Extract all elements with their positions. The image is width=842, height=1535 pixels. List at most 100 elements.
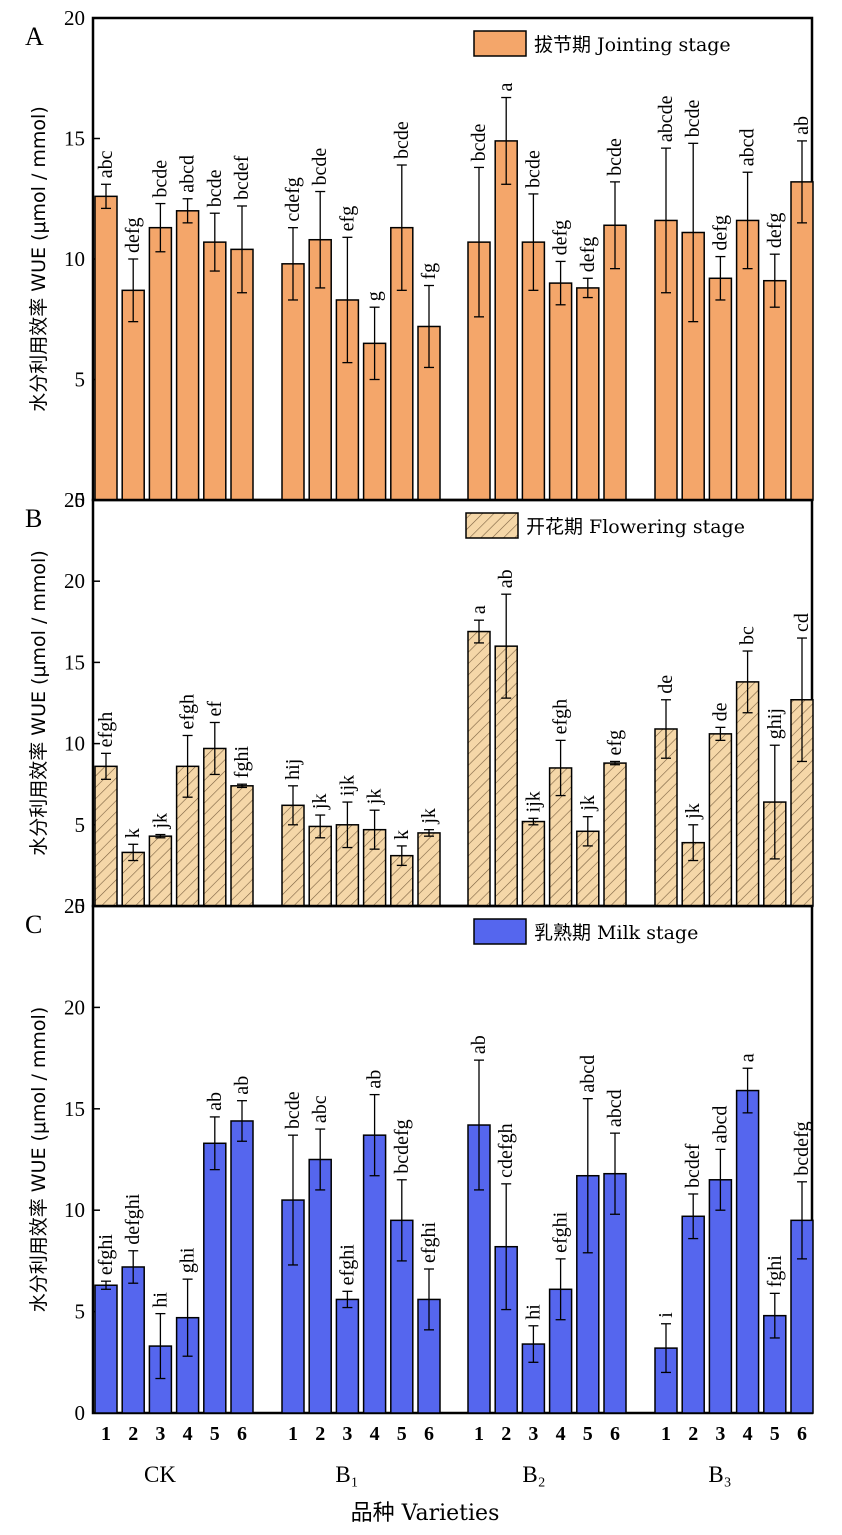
significance-label: ab — [468, 1035, 490, 1054]
legend-label: 乳熟期 Milk stage — [534, 922, 698, 944]
group-label-b2: B₂ — [522, 1462, 545, 1487]
significance-label: abcd — [604, 1089, 626, 1127]
significance-label: defg — [709, 215, 731, 251]
bar — [417, 832, 441, 907]
significance-label: ab — [495, 569, 517, 588]
significance-label: efgh — [550, 699, 572, 735]
significance-label: abc — [95, 150, 117, 178]
significance-label: bcde — [282, 1091, 304, 1129]
significance-label: efgh — [95, 712, 117, 748]
legend-swatch — [465, 512, 519, 539]
significance-label: a — [495, 83, 517, 92]
bar — [362, 1134, 387, 1414]
bar — [94, 1284, 118, 1414]
legend-label: 开花期 Flowering stage — [526, 516, 745, 538]
y-tick-label: 0 — [75, 1401, 86, 1425]
significance-label: defg — [550, 220, 572, 256]
x-tick-number: 5 — [210, 1423, 220, 1445]
x-tick-number: 1 — [661, 1423, 671, 1445]
bar — [335, 1298, 360, 1414]
significance-label: bcde — [204, 169, 226, 207]
y-tick-label: 15 — [64, 127, 85, 151]
y-tick-label: 10 — [64, 732, 85, 756]
group-label-b3: B₃ — [708, 1462, 731, 1487]
significance-label: efgh — [177, 694, 199, 730]
significance-label: defghi — [122, 1193, 144, 1245]
bar — [708, 277, 733, 501]
y-tick-label: 10 — [64, 247, 85, 271]
significance-label: efghi — [95, 1234, 117, 1276]
bar — [521, 820, 546, 907]
bar — [94, 195, 118, 501]
significance-label: ijk — [336, 775, 358, 796]
significance-label: jk — [149, 813, 171, 830]
legend-label: 拔节期 Jointing stage — [534, 34, 731, 56]
significance-label: defg — [764, 213, 786, 249]
significance-label: abcd — [577, 1055, 599, 1093]
x-tick-number: 4 — [556, 1423, 566, 1445]
significance-label: i — [655, 1312, 677, 1318]
bar — [708, 1179, 733, 1414]
panel-letter: C — [25, 910, 42, 939]
bar — [148, 226, 173, 501]
significance-label: ghi — [177, 1247, 199, 1273]
legend-swatch — [473, 30, 527, 57]
bar — [203, 1142, 227, 1414]
significance-label: cdefg — [282, 177, 304, 221]
bar — [308, 1158, 332, 1414]
y-tick-label: 5 — [75, 1300, 86, 1324]
significance-label: ghij — [764, 708, 786, 739]
y-tick-label: 0 — [75, 894, 86, 918]
x-tick-number: 3 — [342, 1423, 352, 1445]
significance-label: efghi — [550, 1211, 572, 1253]
x-tick-number: 1 — [474, 1423, 484, 1445]
x-tick-number: 2 — [501, 1423, 511, 1445]
y-tick-label: 20 — [64, 569, 85, 593]
y-axis-title: 水分利用效率 WUE (μmol / mmol) — [28, 106, 50, 412]
significance-label: ef — [204, 701, 226, 717]
significance-label: de — [709, 702, 731, 721]
significance-label: efghi — [418, 1221, 440, 1263]
significance-label: hi — [522, 1304, 544, 1320]
x-tick-number: 3 — [715, 1423, 725, 1445]
significance-label: k — [122, 828, 144, 838]
significance-label: ab — [791, 116, 813, 135]
significance-label: jk — [309, 793, 331, 810]
bar — [494, 140, 518, 501]
y-tick-label: 20 — [64, 6, 85, 30]
x-tick-number: 2 — [128, 1423, 138, 1445]
x-tick-number: 5 — [583, 1423, 593, 1445]
bar — [681, 1215, 705, 1414]
group-label-ck: CK — [144, 1462, 176, 1487]
significance-label: jk — [682, 803, 704, 820]
significance-label: bcdefg — [791, 1121, 813, 1175]
bar — [708, 733, 733, 907]
bar — [121, 1266, 145, 1414]
bar — [603, 762, 627, 907]
x-tick-number: 1 — [101, 1423, 111, 1445]
y-tick-label: 15 — [64, 650, 85, 674]
significance-label: abcd — [709, 1106, 731, 1144]
bar — [94, 765, 118, 907]
bar — [203, 241, 227, 501]
x-tick-number: 3 — [155, 1423, 165, 1445]
significance-label: efg — [336, 206, 358, 232]
y-tick-label: 5 — [75, 813, 86, 837]
x-axis-title: 品种 Varieties — [351, 1501, 500, 1526]
significance-label: bcde — [468, 124, 490, 162]
bar — [467, 630, 491, 907]
y-axis-title: 水分利用效率 WUE (μmol / mmol) — [28, 550, 50, 856]
bar — [230, 1120, 254, 1414]
bar — [548, 282, 573, 501]
x-tick-number: 1 — [288, 1423, 298, 1445]
group-label-b1: B₁ — [335, 1462, 358, 1487]
significance-label: bcde — [149, 160, 171, 198]
significance-label: de — [655, 675, 677, 694]
significance-label: hi — [149, 1292, 171, 1308]
significance-label: bcde — [682, 99, 704, 137]
significance-label: fghi — [764, 1255, 786, 1288]
x-tick-number: 6 — [797, 1423, 807, 1445]
y-tick-label: 10 — [64, 1198, 85, 1222]
